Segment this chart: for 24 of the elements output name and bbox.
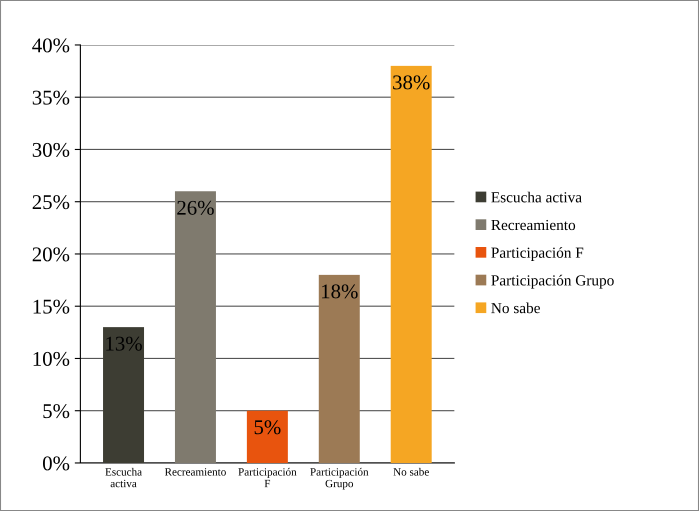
legend-label: Recreamiento — [491, 220, 576, 230]
data-label: 26% — [177, 200, 214, 215]
y-tick-label: 0% — [42, 456, 70, 470]
legend-label: Escucha activa — [491, 192, 582, 202]
legend-label: Participación F — [491, 247, 584, 261]
y-tick-label: 15% — [34, 300, 70, 314]
data-label: 13% — [106, 336, 142, 351]
y-tick-label: 35% — [32, 90, 70, 105]
y-tick-label: 25% — [32, 195, 70, 210]
x-tick-label: No sabe — [393, 468, 429, 476]
x-tick-label: Recreamiento — [164, 468, 226, 476]
y-tick-label: 40% — [32, 38, 70, 52]
x-tick-label: Escucha activa — [105, 468, 142, 488]
x-tick-label: Participación Grupo — [310, 468, 368, 490]
legend-label: No sabe — [491, 302, 540, 314]
y-tick-label: 30% — [32, 142, 70, 157]
data-label: 38% — [393, 75, 430, 90]
y-tick-label: 10% — [34, 352, 70, 366]
y-tick-label: 20% — [32, 247, 70, 262]
legend-label: Participación Grupo — [491, 274, 614, 289]
data-label: 18% — [322, 284, 358, 298]
x-tick-label: Participación F — [238, 468, 297, 488]
data-label: 5% — [254, 420, 281, 434]
y-tick-label: 5% — [43, 404, 70, 418]
